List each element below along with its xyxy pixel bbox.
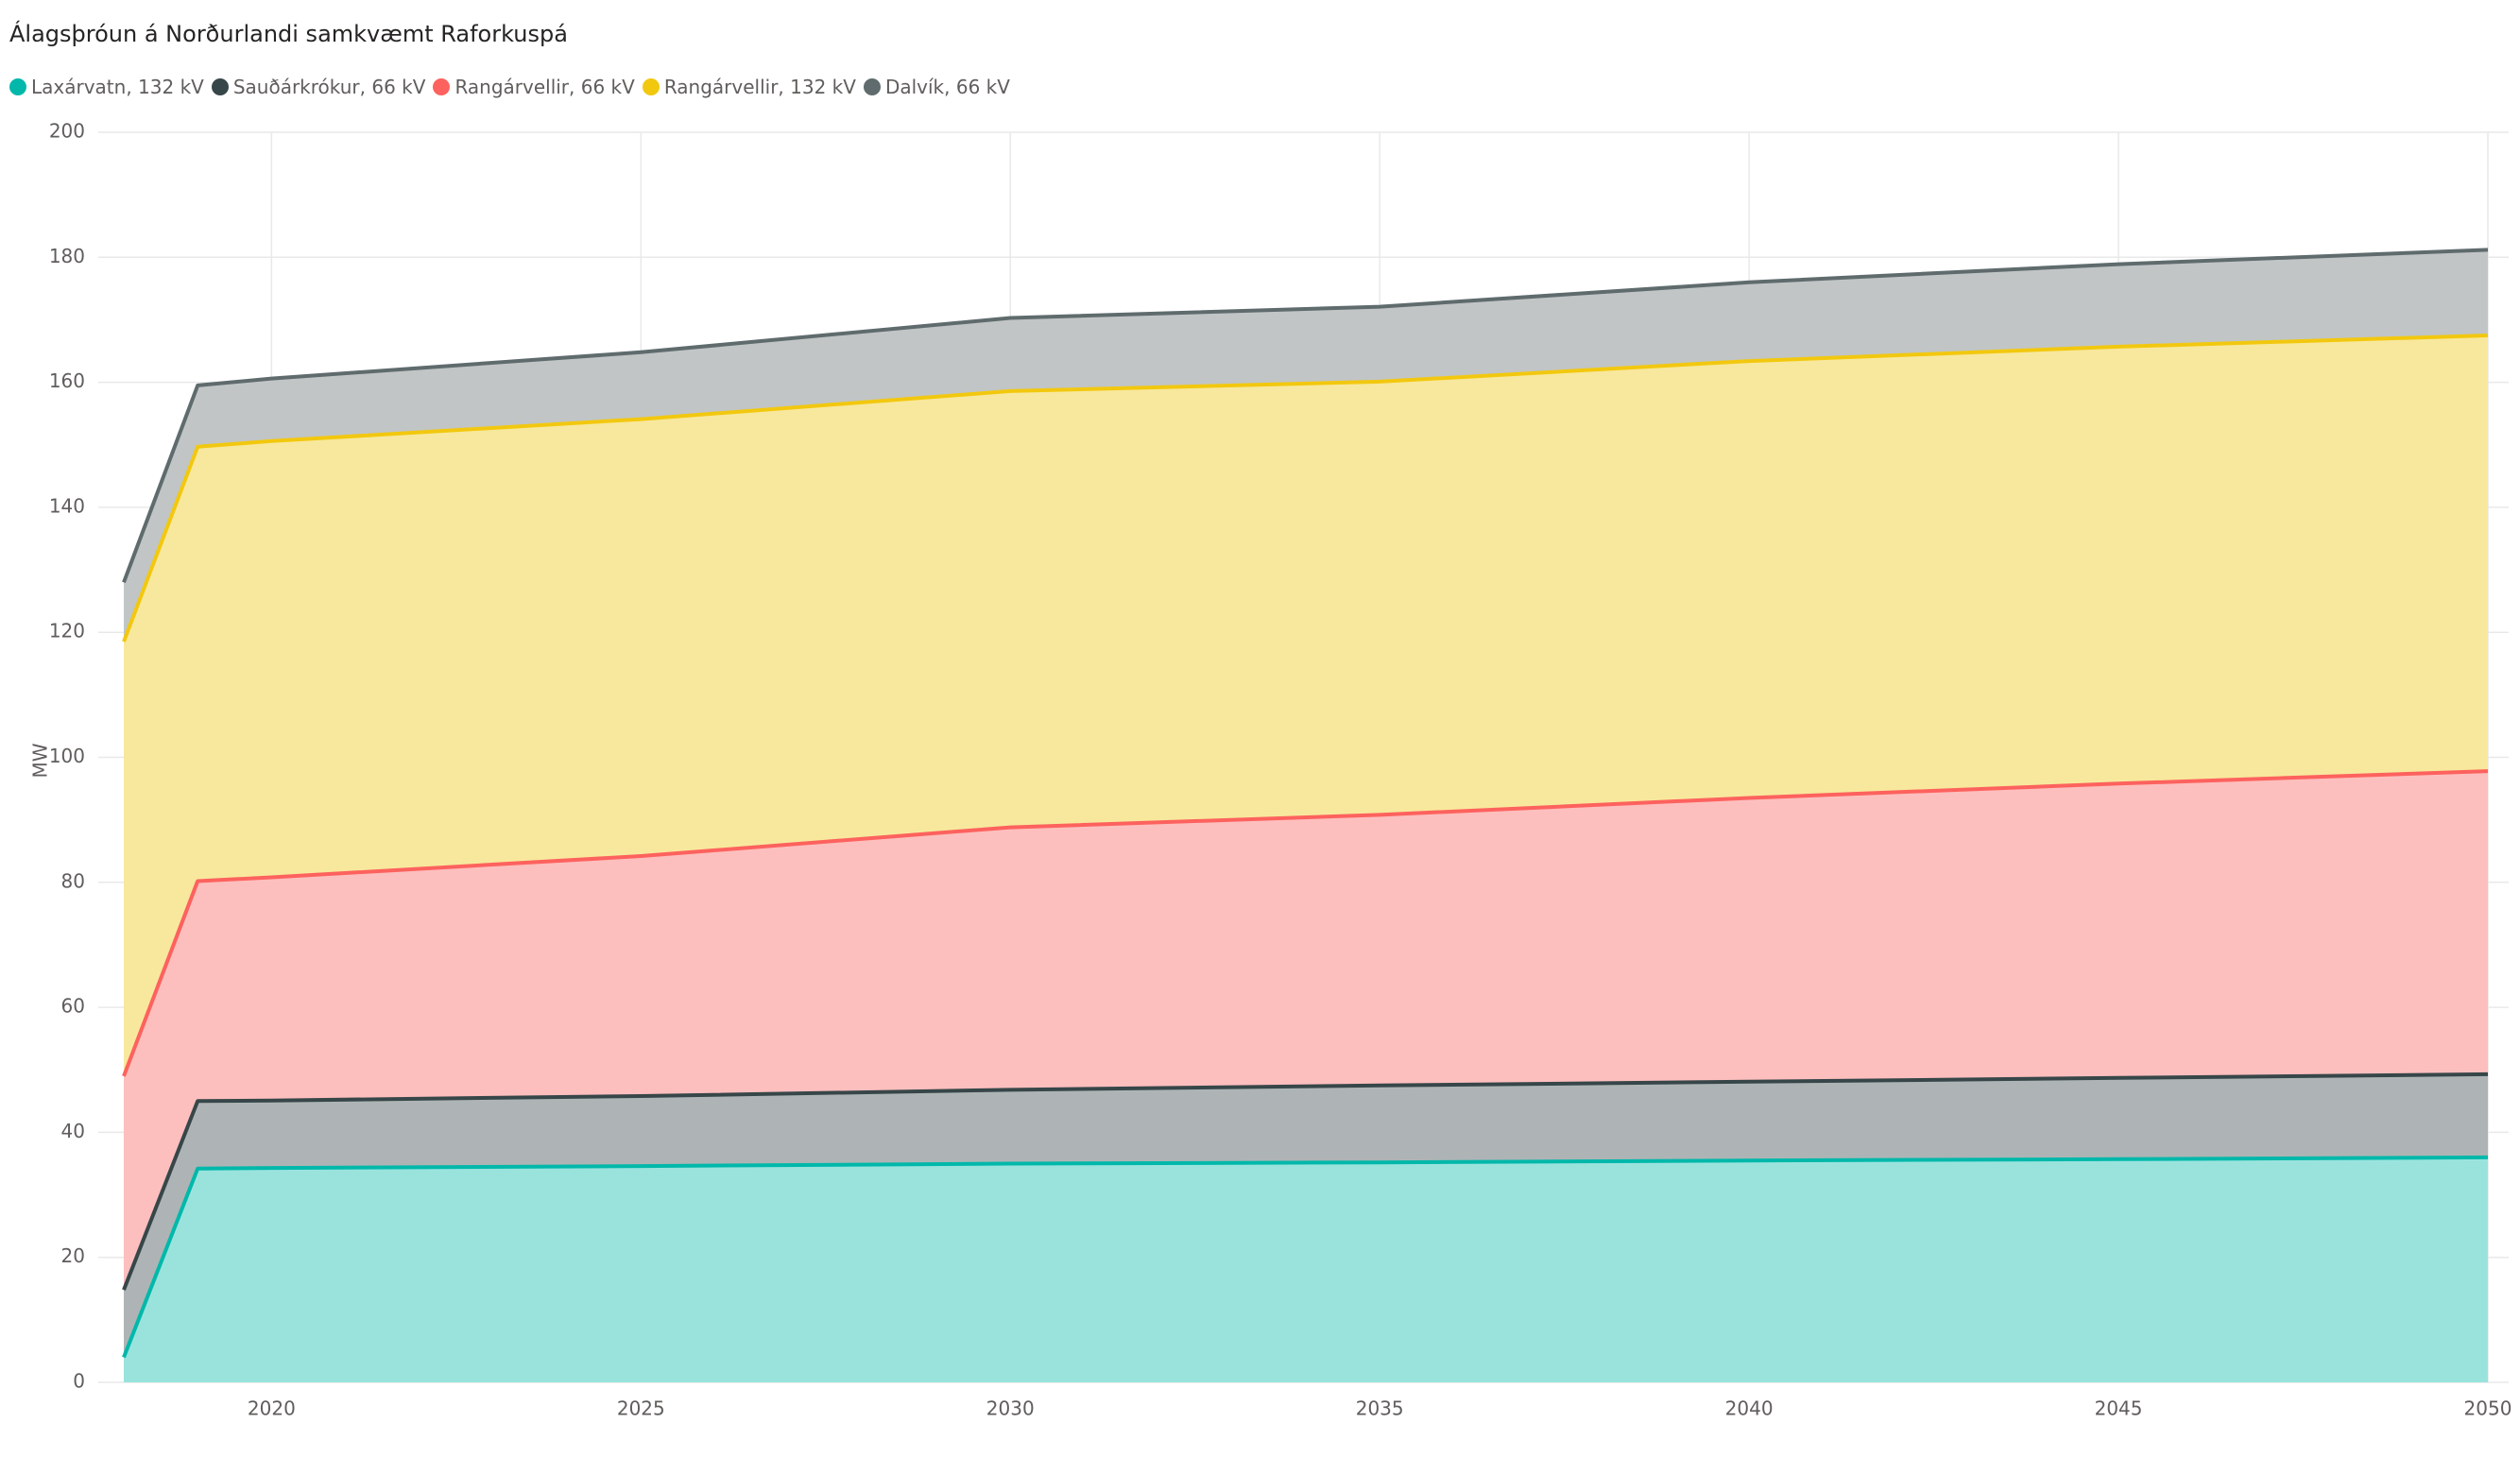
legend: Laxárvatn, 132 kV Sauðárkrókur, 66 kV Ra…: [9, 76, 1018, 98]
line-ranga-rvellir-132-kv[interactable]: [122, 334, 2489, 643]
line-sau-a-rkro-kur-66-kv[interactable]: [122, 1071, 2489, 1291]
x-tick-label: 2035: [1356, 1397, 1404, 1420]
legend-item-dalvik[interactable]: Dalvík, 66 kV: [863, 76, 1010, 98]
legend-item-rangarvellir-66[interactable]: Rangárvellir, 66 kV: [433, 76, 635, 98]
x-tick-label: 2020: [248, 1397, 296, 1420]
y-tick-label: 60: [61, 995, 85, 1018]
y-tick-label: 100: [49, 745, 85, 767]
line-laxa-rvatn-132-kv[interactable]: [122, 1155, 2489, 1359]
chart-title: Álagsþróun á Norðurlandi samkvæmt Rafork…: [9, 21, 568, 47]
legend-label: Rangárvellir, 132 kV: [663, 76, 856, 98]
area-sau-a-rkro-kur-66-kv[interactable]: [124, 1073, 2488, 1358]
area-ranga-rvellir-66-kv[interactable]: [124, 771, 2488, 1291]
legend-label: Dalvík, 66 kV: [884, 76, 1010, 98]
x-tick-label: 2040: [1725, 1397, 1774, 1420]
legend-marker-icon: [642, 78, 660, 95]
legend-marker-icon: [9, 78, 26, 95]
plot-lines: [122, 248, 2489, 1359]
legend-marker-icon: [863, 78, 881, 95]
legend-label: Sauðárkrókur, 66 kV: [232, 76, 426, 98]
y-tick-label: 200: [49, 120, 85, 143]
legend-label: Rangárvellir, 66 kV: [454, 76, 635, 98]
x-tick-label: 2045: [2095, 1397, 2143, 1420]
x-tick-label: 2025: [617, 1397, 665, 1420]
x-tick-label: 2030: [986, 1397, 1035, 1420]
legend-item-saudarkrokur[interactable]: Sauðárkrókur, 66 kV: [211, 76, 426, 98]
plot-areas: [124, 249, 2488, 1382]
y-tick-label: 120: [49, 620, 85, 643]
legend-item-laxarvatn[interactable]: Laxárvatn, 132 kV: [9, 76, 204, 98]
legend-label: Laxárvatn, 132 kV: [31, 76, 204, 98]
area-dalvi-k-66-kv[interactable]: [124, 249, 2488, 643]
y-axis-title: MW: [29, 743, 52, 778]
y-tick-label: 40: [61, 1120, 85, 1142]
y-tick-label: 0: [73, 1370, 85, 1393]
legend-item-rangarvellir-132[interactable]: Rangárvellir, 132 kV: [642, 76, 856, 98]
y-tick-label: 140: [49, 494, 85, 517]
area-laxa-rvatn-132-kv[interactable]: [124, 1157, 2488, 1382]
y-tick-label: 20: [61, 1244, 85, 1267]
line-ranga-rvellir-66-kv[interactable]: [122, 769, 2489, 1077]
legend-marker-icon: [211, 78, 229, 95]
y-tick-label: 180: [49, 245, 85, 267]
x-tick-label: 2050: [2464, 1397, 2512, 1420]
line-dalvi-k-66-kv[interactable]: [122, 248, 2489, 584]
y-tick-label: 160: [49, 369, 85, 392]
legend-marker-icon: [433, 78, 451, 95]
y-tick-label: 80: [61, 869, 85, 892]
area-ranga-rvellir-132-kv[interactable]: [124, 335, 2488, 1076]
